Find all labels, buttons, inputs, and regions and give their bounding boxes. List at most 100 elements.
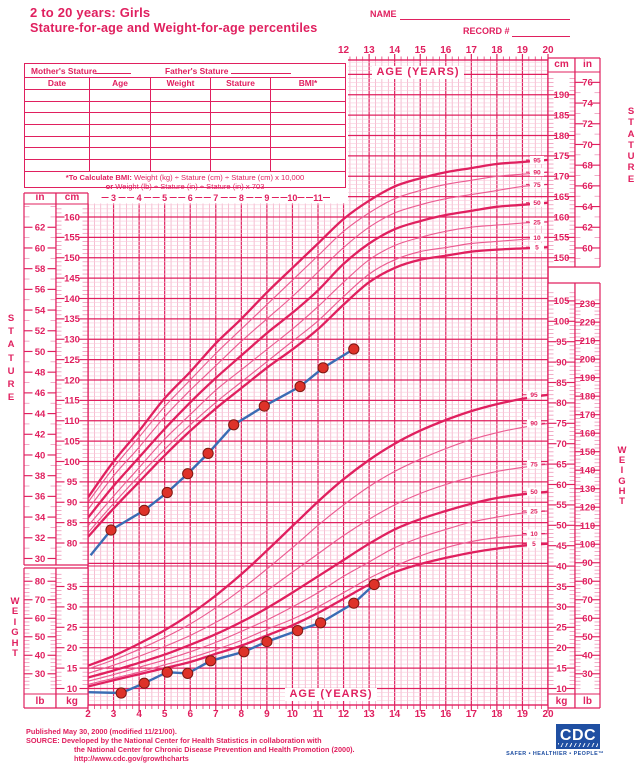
age-tick-label-bottom: 14 [389,709,401,720]
patient-table: Mother's Stature Father's Stature Date Ag… [24,63,346,191]
svg-text:115: 115 [64,396,80,407]
stature-percentile-curve-p95 [87,158,549,499]
svg-text:145: 145 [64,273,81,284]
bmi-note-bold: *To Calculate BMI: [65,173,132,182]
svg-text:175: 175 [554,151,571,162]
age-axes: 12 13 14 15 16 17 18 19 20 2 3 4 5 6 7 8 9 10 11 12 13 14 15 16… [85,45,554,720]
cdc-url-link[interactable]: http://www.cdc.gov/growthcharts [74,754,189,763]
svg-text:60: 60 [35,614,46,625]
svg-text:150: 150 [580,447,596,458]
svg-text:50: 50 [556,521,567,532]
svg-text:105: 105 [64,436,81,447]
svg-text:lb: lb [36,696,45,707]
percentile-label-95: 95 [533,157,541,164]
svg-text:80: 80 [582,577,593,588]
measurement-scales: 6260585654525048464442403836343230in1601… [23,57,601,709]
svg-text:80: 80 [556,398,567,409]
age-tick-label-top: 14 [389,45,401,56]
svg-text:150: 150 [64,253,80,264]
weight-patient-point [348,597,360,609]
svg-text:105: 105 [554,296,571,307]
svg-text:190: 190 [580,373,596,384]
svg-text:80: 80 [35,577,46,588]
patient-weight-series [87,578,380,699]
table-empty-cell [25,160,90,172]
age-axis-title-bottom: AGE (YEARS) [285,688,377,701]
svg-text:10: 10 [556,684,567,695]
record-label: RECORD # [463,26,510,36]
stature-patient-point [348,343,360,355]
percentile-label-95: 95 [530,392,538,399]
svg-text:5: 5 [162,193,167,203]
svg-text:90: 90 [67,498,78,509]
table-col-date: Date [25,78,90,89]
svg-text:70: 70 [582,595,593,606]
table-empty-cell [90,148,151,161]
svg-text:100: 100 [580,540,596,551]
svg-text:220: 220 [580,317,596,328]
svg-text:15: 15 [556,663,567,674]
weight-scale-right-kg: 105 100 95 90 85 80 75 70 65 60 55 50 45 40 35 30 25 20 15… [547,282,576,709]
cdc-logo-text: CDC [559,727,597,744]
cdc-tagline: SAFER • HEALTHIER • PEOPLE™ [506,751,604,757]
svg-text:kg: kg [66,696,78,707]
svg-text:35: 35 [556,582,567,593]
svg-text:60: 60 [582,243,593,254]
stature-scale-left-in: 62 60 58 56 54 52 50 48 46 44 42 40 38 36 34 32 30 in [23,192,57,566]
svg-text:170: 170 [580,410,596,421]
table-empty-cell [151,148,211,161]
svg-text:38: 38 [35,471,46,482]
table-empty-cell [151,113,211,126]
svg-text:40: 40 [35,450,46,461]
age-tick-label-bottom: 19 [517,709,529,720]
weight-scale-left-lb: 80 70 60 50 40 30 lb [23,567,57,709]
svg-text:48: 48 [35,367,46,378]
age-tick-label-top: 15 [415,45,427,56]
svg-text:190: 190 [554,90,570,101]
svg-text:60: 60 [582,614,593,625]
age-tick-label-bottom: 13 [364,709,376,720]
svg-text:30: 30 [67,602,78,613]
svg-text:44: 44 [35,409,46,420]
father-stature-label: Father's Stature [165,66,229,76]
stature-percentile-labels: 95 90 75 50 25 10 5 [526,155,548,252]
svg-text:230: 230 [580,299,596,310]
age-tick-label-bottom: 12 [338,709,350,720]
svg-text:15: 15 [67,663,78,674]
age-tick-label-top: 19 [517,45,529,56]
table-empty-cell [90,113,151,126]
table-empty-cell [90,160,151,172]
published-note: Published May 30, 2000 (modified 11/21/0… [26,727,177,736]
table-empty-cell [211,148,271,161]
table-empty-cell [25,148,90,161]
table-empty-cell [90,101,151,114]
svg-text:170: 170 [554,172,570,183]
table-empty-cell [271,113,345,126]
table-empty-cell [151,101,211,114]
table-empty-cell [271,90,345,102]
svg-text:7: 7 [213,193,218,203]
weight-patient-point [238,646,250,658]
weight-patient-point [182,667,194,680]
table-empty-cell [271,160,345,172]
svg-text:74: 74 [582,98,593,109]
weight-percentile-curves [87,393,549,688]
weight-patient-point [368,578,380,591]
svg-text:80: 80 [67,538,78,549]
stature-patient-point [182,468,194,480]
svg-text:155: 155 [64,233,81,244]
stature-scale-right-in: 76 74 72 70 68 66 64 62 60 in [574,57,601,268]
age-tick-label-bottom: 15 [415,709,427,720]
stature-percentile-curve-p25 [87,221,549,527]
weight-percentile-curve-p10 [87,532,549,685]
svg-text:210: 210 [580,336,596,347]
svg-text:62: 62 [582,223,593,234]
weight-percentile-curve-p50 [87,490,549,679]
svg-text:52: 52 [35,326,46,337]
svg-text:90: 90 [556,357,567,368]
age-tick-label-bottom: 20 [542,709,554,720]
table-empty-cell [25,136,90,149]
age-tick-label-top: 20 [542,45,554,56]
